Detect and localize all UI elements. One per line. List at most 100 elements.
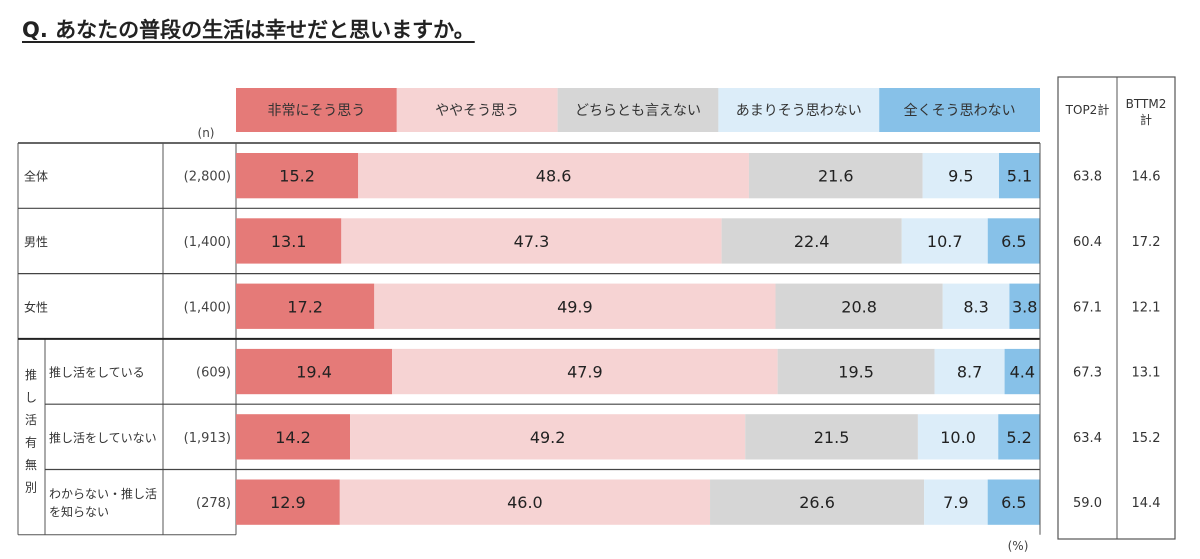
segment-value: 5.2 xyxy=(1006,428,1031,447)
segment-value: 10.7 xyxy=(927,232,963,251)
legend-label: 非常にそう思う xyxy=(268,103,366,119)
segment-value: 49.2 xyxy=(530,428,566,447)
bar-segment xyxy=(745,414,918,460)
bar-segment xyxy=(987,479,1040,525)
bar-segment xyxy=(924,479,988,525)
legend-swatch xyxy=(718,88,880,132)
bar-segment xyxy=(777,348,935,395)
category-label: 男性 xyxy=(24,235,48,249)
top2-value: 63.8 xyxy=(1073,170,1102,185)
group-label-char: し xyxy=(25,390,37,404)
bar-segment xyxy=(236,218,342,264)
unit-label: (%) xyxy=(1008,539,1029,553)
bar-segment xyxy=(236,414,351,460)
bar-segment xyxy=(721,218,902,264)
segment-value: 3.8 xyxy=(1012,297,1037,316)
segment-value: 48.6 xyxy=(536,167,572,186)
bttm2-value: 14.6 xyxy=(1132,170,1161,185)
bar-segment xyxy=(998,153,1040,199)
segment-value: 47.9 xyxy=(567,363,603,382)
n-value: (1,400) xyxy=(184,235,231,250)
n-value: (1,400) xyxy=(184,300,231,315)
bar-segment xyxy=(341,218,722,264)
legend-label: どちらとも言えない xyxy=(575,103,701,119)
n-value: (609) xyxy=(196,366,231,381)
category-label: わからない・推し活 xyxy=(49,487,157,501)
segment-value: 49.9 xyxy=(557,297,593,316)
n-value: (278) xyxy=(196,496,231,511)
bar-segment xyxy=(236,479,340,525)
segment-value: 46.0 xyxy=(507,493,543,512)
legend-label: ややそう思う xyxy=(435,103,519,119)
top2-value: 67.1 xyxy=(1073,300,1102,315)
bar-segment xyxy=(392,348,778,395)
segment-value: 21.5 xyxy=(814,428,850,447)
segment-value: 20.8 xyxy=(841,297,877,316)
top2-value: 63.4 xyxy=(1073,431,1102,446)
segment-value: 15.2 xyxy=(279,167,315,186)
segment-value: 13.1 xyxy=(271,232,307,251)
segment-value: 9.5 xyxy=(948,167,973,186)
segment-value: 6.5 xyxy=(1001,493,1026,512)
chart-title: Q. あなたの普段の生活は幸せだと思いますか。 xyxy=(22,18,475,42)
group-label-char: 有 xyxy=(25,435,37,449)
bar-segment xyxy=(1004,348,1040,395)
bttm2-value: 13.1 xyxy=(1132,366,1161,381)
legend-label: 全くそう思わない xyxy=(904,102,1016,119)
bttm2-value: 12.1 xyxy=(1132,300,1161,315)
segment-value: 5.1 xyxy=(1007,167,1032,186)
segment-value: 19.4 xyxy=(296,363,332,382)
category-label: 推し活をしている xyxy=(49,366,145,380)
bar-segment xyxy=(350,414,746,460)
bar-segment xyxy=(998,414,1040,460)
bttm2-value: 14.4 xyxy=(1132,496,1161,511)
legend-swatch xyxy=(879,88,1040,132)
bar-segment xyxy=(1009,283,1040,329)
bttm2-header-suffix: 計 xyxy=(1140,112,1152,127)
segment-value: 10.0 xyxy=(940,428,976,447)
bar-segment xyxy=(934,348,1005,395)
n-value: (2,800) xyxy=(184,170,231,185)
group-label-char: 推 xyxy=(25,368,37,382)
top2-value: 67.3 xyxy=(1073,366,1102,381)
segment-value: 17.2 xyxy=(287,297,323,316)
bar-segment xyxy=(942,283,1010,329)
n-header: (n) xyxy=(198,126,215,140)
legend-swatch xyxy=(236,88,397,132)
top2-header: TOP2計 xyxy=(1065,102,1110,117)
segment-value: 14.2 xyxy=(275,428,311,447)
bar-segment xyxy=(748,153,923,199)
bttm2-value: 15.2 xyxy=(1132,431,1161,446)
segment-value: 6.5 xyxy=(1001,232,1026,251)
segment-value: 26.6 xyxy=(799,493,835,512)
category-label: 女性 xyxy=(24,299,48,314)
bar-segment xyxy=(339,479,711,525)
bar-segment xyxy=(775,283,943,329)
bar-segment xyxy=(236,283,375,329)
bar-segment xyxy=(917,414,999,460)
top2-value: 59.0 xyxy=(1073,496,1102,511)
bar-segment xyxy=(236,348,393,395)
legend-label: あまりそう思わない xyxy=(736,103,862,119)
top2-value: 60.4 xyxy=(1073,235,1102,250)
category-label: 推し活をしていない xyxy=(49,431,157,445)
bar-segment xyxy=(358,153,749,199)
category-label: 全体 xyxy=(24,169,48,184)
bar-segment xyxy=(710,479,925,525)
bttm2-header: BTTM2 xyxy=(1126,97,1167,111)
n-value: (1,913) xyxy=(184,431,231,446)
category-label-cont: を知らない xyxy=(49,505,109,519)
segment-value: 8.3 xyxy=(963,297,988,316)
group-label-char: 活 xyxy=(25,413,37,427)
segment-value: 7.9 xyxy=(943,493,968,512)
bttm2-value: 17.2 xyxy=(1132,235,1161,250)
legend-swatch xyxy=(557,88,719,132)
segment-value: 47.3 xyxy=(514,232,550,251)
legend-swatch xyxy=(396,88,558,132)
bar-segment xyxy=(987,218,1040,264)
segment-value: 4.4 xyxy=(1010,363,1035,382)
group-label-char: 別 xyxy=(25,480,37,494)
segment-value: 21.6 xyxy=(818,167,854,186)
segment-value: 19.5 xyxy=(838,363,874,382)
